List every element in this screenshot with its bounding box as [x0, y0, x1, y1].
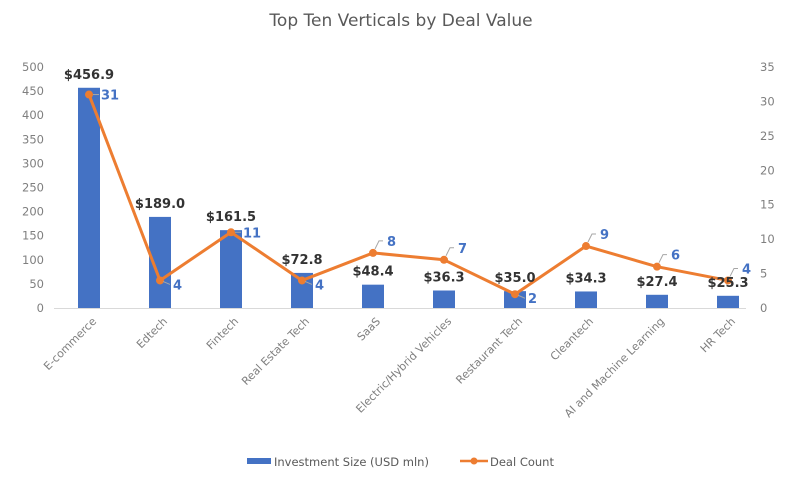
line-label-leader [162, 280, 171, 285]
left-axis-tick-label: 50 [29, 277, 44, 291]
bar-data-label: $48.4 [352, 265, 393, 280]
line-data-label: 7 [458, 242, 467, 257]
legend-bar-swatch-icon [247, 458, 271, 464]
line-data-label: 31 [101, 89, 119, 104]
bar-data-label: $35.0 [494, 271, 535, 286]
right-axis-tick-label: 0 [760, 301, 767, 315]
x-axis-category-label: Real Estate Tech [239, 315, 312, 388]
x-axis-category-label: E-commerce [41, 315, 99, 373]
bar [362, 284, 384, 308]
deal-count-line [87, 94, 729, 296]
line-label-leader [517, 294, 526, 299]
bar [575, 291, 597, 308]
line-marker [298, 276, 306, 285]
right-axis-tick-label: 35 [760, 60, 775, 74]
left-axis-tick-label: 300 [22, 156, 44, 170]
bar [78, 87, 100, 308]
bar-data-label: $161.5 [206, 210, 256, 225]
line-data-labels: 31 4 11 4 8 7 2 9 6 4 [93, 89, 751, 307]
right-y-axis: 0 5 10 15 20 25 30 35 [760, 60, 775, 315]
line-series [85, 90, 732, 299]
bar [646, 294, 668, 308]
line-marker [85, 90, 93, 99]
line-label-leader [374, 240, 383, 250]
right-axis-tick-label: 15 [760, 198, 775, 212]
line-marker [653, 262, 661, 271]
bar-data-label: $25.3 [707, 276, 748, 291]
left-axis-tick-label: 450 [22, 84, 44, 98]
line-data-label: 6 [671, 249, 680, 264]
x-axis-category-label: Edtech [134, 315, 170, 351]
line-data-label: 4 [742, 262, 751, 277]
left-axis-tick-label: 500 [22, 60, 44, 74]
line-marker [511, 290, 519, 299]
line-data-label: 8 [387, 235, 396, 250]
line-marker [156, 276, 164, 285]
line-label-leader [587, 233, 596, 243]
bar [220, 230, 242, 308]
line-label-leader [729, 267, 738, 277]
legend-label-deal-count: Deal Count [490, 455, 554, 469]
bar [717, 295, 739, 308]
bar-data-labels: $456.9 $189.0 $161.5 $72.8 $48.4 $36.3 $35.0 $3… [64, 68, 749, 291]
bar-data-label: $27.4 [636, 275, 677, 290]
legend: Investment Size (USD mln) Deal Count [247, 455, 554, 469]
bar-series [78, 87, 739, 308]
line-label-leader [658, 254, 667, 263]
line-data-label: 2 [528, 292, 537, 307]
legend-item-investment[interactable]: Investment Size (USD mln) [247, 455, 429, 469]
line-marker [227, 228, 235, 237]
legend-label-investment: Investment Size (USD mln) [274, 455, 429, 469]
left-axis-tick-label: 0 [37, 301, 44, 315]
bar-data-label: $34.3 [565, 271, 606, 286]
line-marker [369, 248, 377, 257]
left-axis-tick-label: 250 [22, 181, 44, 195]
x-axis-category-label: Restaurant Tech [453, 315, 525, 387]
x-axis-category-label: Cleantech [548, 315, 596, 363]
line-marker [582, 242, 590, 251]
x-axis-category-label: HR Tech [698, 315, 738, 355]
bar-data-label: $36.3 [423, 271, 464, 286]
line-marker [440, 255, 448, 264]
bar-data-label: $72.8 [281, 253, 322, 268]
left-axis-tick-label: 150 [22, 229, 44, 243]
right-axis-tick-label: 5 [760, 267, 767, 281]
x-axis-category-label: Fintech [204, 315, 241, 352]
left-axis-tick-label: 400 [22, 108, 44, 122]
legend-marker-icon [470, 457, 478, 465]
left-axis-tick-label: 200 [22, 205, 44, 219]
left-y-axis: 0 50 100 150 200 250 300 350 400 450 500 [22, 60, 44, 315]
legend-item-deal-count[interactable]: Deal Count [460, 455, 554, 469]
right-axis-tick-label: 10 [760, 232, 775, 246]
bar [504, 291, 526, 308]
bar [291, 272, 313, 308]
line-data-label: 11 [243, 226, 261, 241]
line-label-leader [304, 280, 313, 285]
line-data-label: 4 [173, 278, 182, 293]
chart-title: Top Ten Verticals by Deal Value [268, 11, 532, 31]
line-data-label: 4 [315, 278, 324, 293]
x-axis-category-label: SaaS [355, 315, 384, 344]
line-label-leader [445, 247, 454, 257]
line-data-label: 9 [600, 228, 609, 243]
bar-data-label: $189.0 [135, 197, 185, 212]
left-axis-tick-label: 350 [22, 132, 44, 146]
bar [149, 216, 171, 308]
bar [433, 290, 455, 308]
right-axis-tick-label: 25 [760, 129, 775, 143]
right-axis-tick-label: 20 [760, 163, 775, 177]
right-axis-tick-label: 30 [760, 94, 775, 108]
left-axis-tick-label: 100 [22, 253, 44, 267]
bar-data-label: $456.9 [64, 68, 114, 83]
line-marker [724, 276, 732, 285]
